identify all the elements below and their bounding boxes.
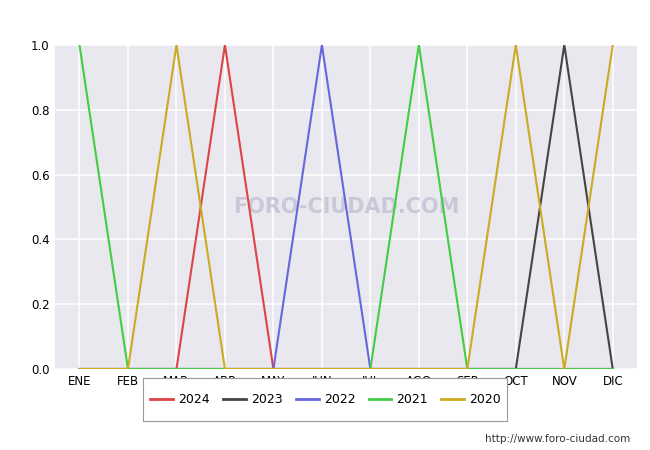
Line: 2022: 2022	[79, 45, 613, 369]
2022	[463, 366, 471, 372]
2024	[270, 366, 278, 372]
2023	[463, 366, 471, 372]
2021	[270, 366, 278, 372]
2022	[124, 366, 132, 372]
2020	[172, 42, 180, 48]
2023	[75, 366, 83, 372]
2020	[512, 42, 520, 48]
2022	[270, 366, 278, 372]
2020	[75, 366, 83, 372]
2024	[124, 366, 132, 372]
Line: 2024: 2024	[79, 45, 613, 369]
2023	[172, 366, 180, 372]
2022	[415, 366, 422, 372]
2023	[512, 366, 520, 372]
2021	[124, 366, 132, 372]
2024	[560, 366, 568, 372]
2020	[221, 366, 229, 372]
2020	[609, 42, 617, 48]
2022	[367, 366, 374, 372]
Line: 2020: 2020	[79, 45, 613, 369]
2021	[221, 366, 229, 372]
2024	[367, 366, 374, 372]
2021	[463, 366, 471, 372]
Text: 2020: 2020	[469, 393, 501, 406]
Text: http://www.foro-ciudad.com: http://www.foro-ciudad.com	[486, 434, 630, 444]
Line: 2021: 2021	[79, 45, 613, 369]
2020	[415, 366, 422, 372]
2023	[560, 42, 568, 48]
2021	[560, 366, 568, 372]
2024	[75, 366, 83, 372]
Text: 2024: 2024	[178, 393, 210, 406]
2022	[609, 366, 617, 372]
2022	[560, 366, 568, 372]
2024	[318, 366, 326, 372]
Text: 2023: 2023	[251, 393, 283, 406]
2023	[318, 366, 326, 372]
2020	[367, 366, 374, 372]
2021	[609, 366, 617, 372]
Text: FORO-CIUDAD.COM: FORO-CIUDAD.COM	[233, 197, 460, 217]
2023	[415, 366, 422, 372]
2024	[463, 366, 471, 372]
2022	[172, 366, 180, 372]
2020	[560, 366, 568, 372]
2021	[172, 366, 180, 372]
2021	[415, 42, 422, 48]
2021	[512, 366, 520, 372]
2020	[318, 366, 326, 372]
Text: Matriculaciones de Vehículos en Robliza de Cojos: Matriculaciones de Vehículos en Robliza …	[122, 12, 528, 31]
2022	[512, 366, 520, 372]
2023	[270, 366, 278, 372]
2020	[463, 366, 471, 372]
FancyBboxPatch shape	[143, 378, 507, 421]
2021	[318, 366, 326, 372]
2023	[124, 366, 132, 372]
Line: 2023: 2023	[79, 45, 613, 369]
2022	[318, 42, 326, 48]
2021	[75, 42, 83, 48]
Text: 2021: 2021	[396, 393, 428, 406]
2023	[221, 366, 229, 372]
2023	[609, 366, 617, 372]
2020	[124, 366, 132, 372]
2021	[367, 366, 374, 372]
2022	[221, 366, 229, 372]
2024	[221, 42, 229, 48]
2022	[75, 366, 83, 372]
2024	[415, 366, 422, 372]
2023	[367, 366, 374, 372]
Text: 2022: 2022	[324, 393, 356, 406]
2024	[609, 366, 617, 372]
2024	[172, 366, 180, 372]
2020	[270, 366, 278, 372]
2024	[512, 366, 520, 372]
